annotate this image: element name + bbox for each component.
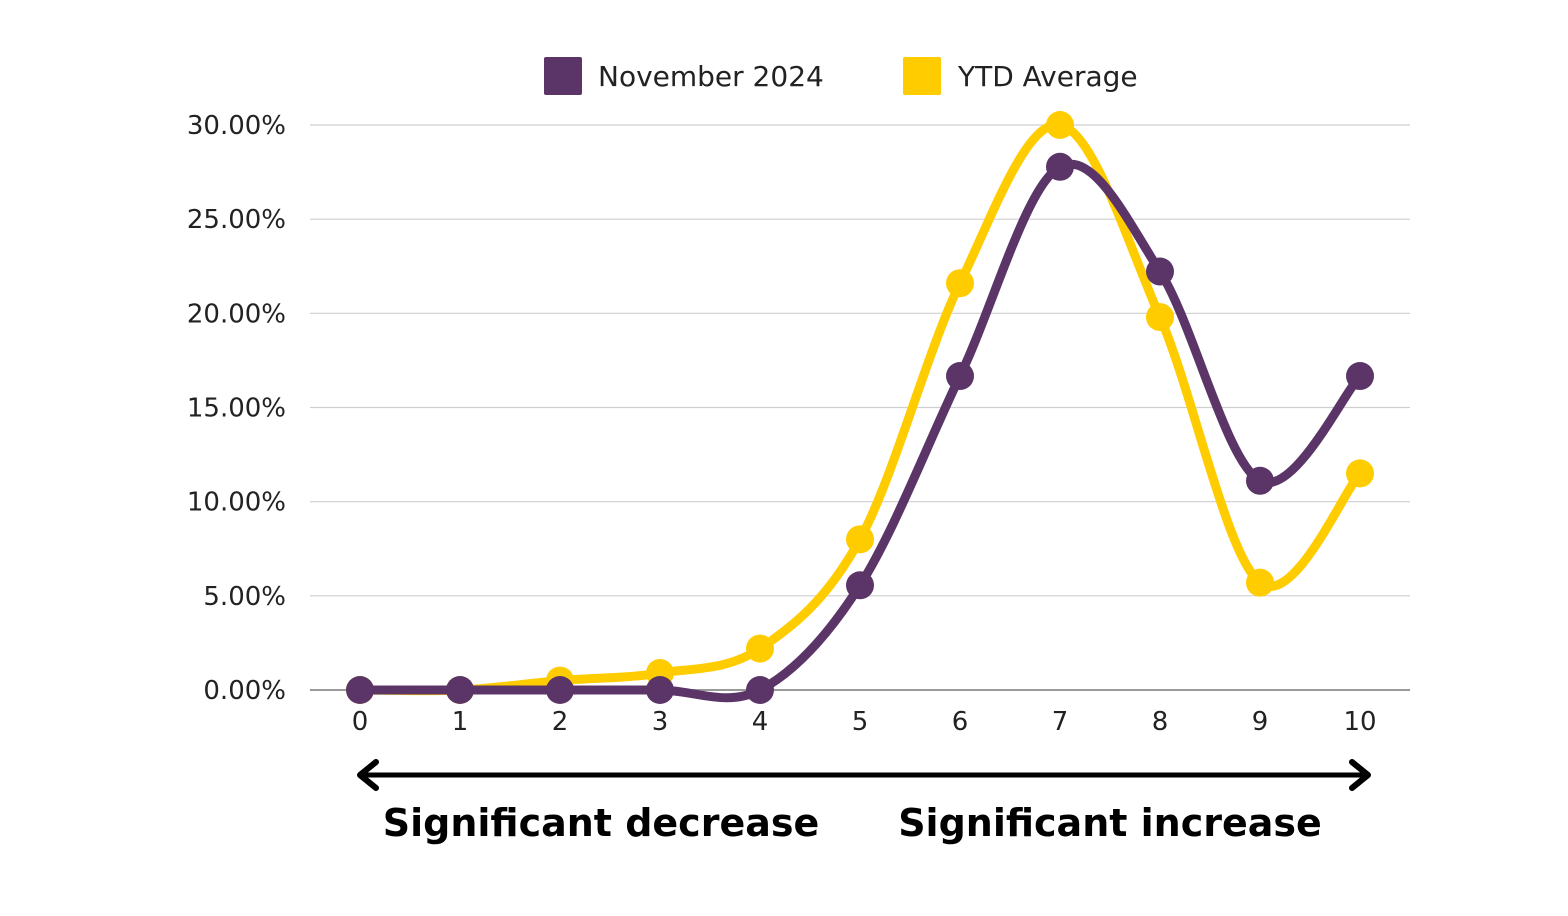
x-tick-label: 7 (1052, 707, 1069, 737)
data-point-ytd-average-7 (1046, 111, 1074, 139)
data-point-november-2024-2 (546, 676, 574, 704)
data-point-november-2024-3 (646, 676, 674, 704)
series-november-2024 (346, 152, 1374, 704)
x-tick-label: 9 (1252, 707, 1269, 737)
y-tick-label: 30.00% (187, 111, 286, 141)
scale-arrow (357, 759, 1371, 791)
y-tick-label: 5.00% (203, 582, 286, 612)
data-point-november-2024-5 (846, 571, 874, 600)
data-point-ytd-average-4 (746, 634, 774, 663)
y-tick-label: 20.00% (187, 299, 286, 329)
legend: November 2024 YTD Average (544, 57, 1138, 95)
legend-label-november-2024: November 2024 (598, 60, 824, 93)
y-tick-label: 15.00% (187, 394, 286, 424)
x-tick-label: 2 (552, 707, 569, 737)
data-point-november-2024-9 (1246, 466, 1274, 495)
data-point-november-2024-1 (446, 676, 474, 704)
series (346, 111, 1374, 704)
y-tick-label: 10.00% (187, 488, 286, 518)
y-tick-label: 25.00% (187, 205, 286, 235)
y-axis-ticks: 0.00% 5.00% 10.00% 15.00% 20.00% 25.00% 30.00% (187, 111, 286, 706)
x-tick-label: 1 (452, 707, 469, 737)
x-tick-label: 6 (952, 707, 969, 737)
data-point-november-2024-7 (1046, 152, 1074, 181)
legend-label-ytd-average: YTD Average (957, 60, 1138, 93)
data-point-ytd-average-5 (846, 525, 874, 554)
arrow-head-right-icon (1349, 759, 1371, 791)
x-tick-label: 5 (852, 707, 869, 737)
arrow-head-left-icon (357, 759, 379, 791)
legend-swatch-november-2024 (544, 57, 582, 95)
data-point-november-2024-0 (346, 676, 374, 704)
x-tick-label: 10 (1343, 707, 1376, 737)
data-point-ytd-average-9 (1246, 568, 1274, 597)
y-tick-label: 0.00% (203, 676, 286, 706)
x-axis-ticks: 0 1 2 3 4 5 6 7 8 9 10 (352, 707, 1377, 737)
x-tick-label: 0 (352, 707, 369, 737)
caption-significant-decrease: Significant decrease (383, 801, 820, 845)
data-point-ytd-average-8 (1146, 303, 1174, 332)
data-point-november-2024-10 (1346, 362, 1374, 391)
x-tick-label: 4 (752, 707, 769, 737)
x-tick-label: 8 (1152, 707, 1169, 737)
caption-significant-increase: Significant increase (898, 801, 1322, 845)
data-point-ytd-average-10 (1346, 459, 1374, 488)
gridlines (310, 124, 1410, 691)
data-point-november-2024-6 (946, 362, 974, 391)
series-line-november-2024 (355, 159, 1365, 703)
data-point-november-2024-8 (1146, 257, 1174, 286)
x-tick-label: 3 (652, 707, 669, 737)
data-point-ytd-average-6 (946, 269, 974, 298)
data-point-november-2024-4 (746, 676, 774, 704)
legend-swatch-ytd-average (903, 57, 941, 95)
